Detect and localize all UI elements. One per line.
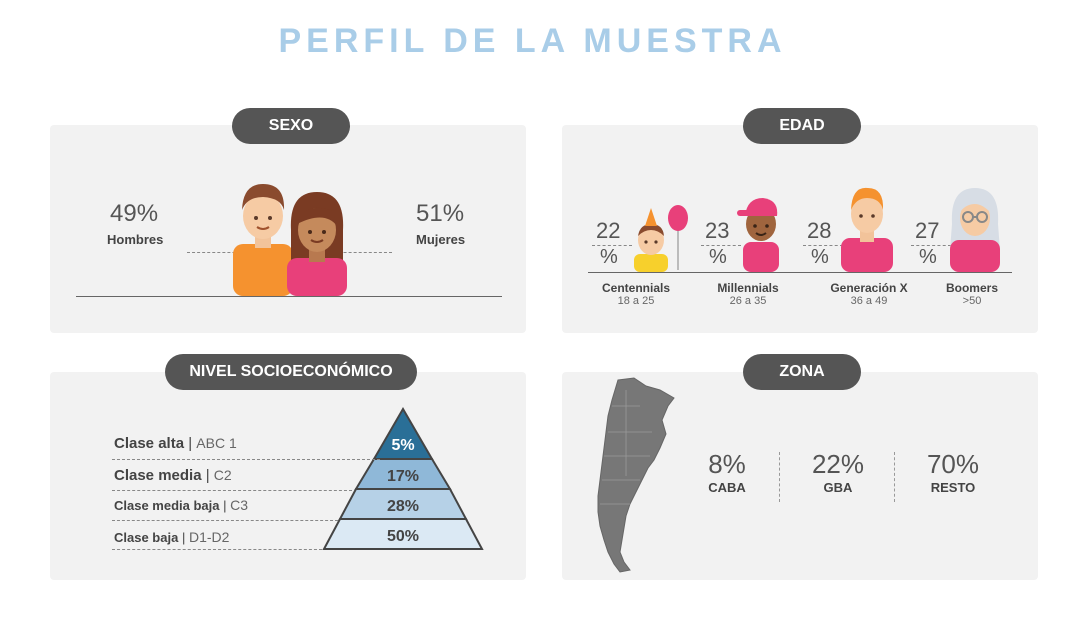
age-group-name: Centennials: [601, 281, 670, 295]
edad-pct-num: 27: [915, 218, 940, 243]
boomer-icon: [950, 188, 1000, 272]
edad-pct-num: 22: [596, 218, 621, 243]
pyramid-pct: 5%: [391, 437, 415, 454]
edad-dash: [701, 245, 741, 246]
age-group-range: >50: [962, 295, 982, 307]
zone-divider: [779, 452, 780, 502]
age-group-range: 36 a 49: [850, 295, 888, 307]
zone-item: 70% RESTO: [908, 449, 998, 495]
ses-class-name: Clase baja: [114, 530, 179, 545]
ses-class-name: Clase alta: [114, 435, 185, 452]
zone-name: GBA: [823, 480, 853, 495]
ses-separator: |: [188, 435, 197, 452]
zona-pill: ZONA: [743, 354, 861, 390]
couple-icon: [233, 184, 347, 296]
sexo-pill: SEXO: [232, 108, 350, 144]
ses-dash: [112, 549, 322, 550]
pyramid-pct: 50%: [386, 528, 420, 545]
sexo-base-line: [76, 296, 502, 297]
ses-class-name: Clase media baja: [114, 498, 220, 513]
age-group-name: Boomers: [945, 281, 998, 295]
ses-row: Clase alta | ABC 1: [114, 435, 237, 452]
ses-dash: [112, 459, 380, 460]
mujeres-label: Mujeres: [416, 232, 466, 247]
age-group-range: 18 a 25: [617, 295, 655, 307]
millennial-icon: [737, 198, 779, 272]
pyramid-level-4: [322, 518, 484, 550]
ses-class-name: Clase media: [114, 467, 202, 484]
ses-class-code: ABC 1: [196, 435, 237, 451]
edad-pill: EDAD: [743, 108, 861, 144]
zone-item: 22% GBA: [793, 449, 883, 495]
age-group-name: Millennials: [717, 281, 779, 295]
ses-row: Clase media baja | C3: [114, 497, 248, 513]
ses-pyramid: [322, 407, 484, 550]
age-group: Centennials 18 a 25: [586, 281, 686, 307]
hombres-label: Hombres: [107, 232, 164, 247]
zone-divider: [894, 452, 895, 502]
mujeres-pct: 51%: [416, 200, 465, 227]
edad-pct-num: 28: [807, 218, 832, 243]
age-group: Boomers >50: [932, 281, 1012, 307]
pyramid-pct: 28%: [386, 498, 420, 515]
zone-pct: 22%: [811, 449, 865, 479]
page-title: PERFIL DE LA MUESTRA: [278, 22, 787, 60]
zone-item: 8% CABA: [682, 449, 772, 495]
ses-separator: |: [223, 498, 231, 513]
sexo-panel: [50, 125, 526, 333]
age-group-name: Generación X: [830, 281, 908, 295]
edad-pct-sym: %: [600, 246, 618, 268]
ses-separator: |: [181, 530, 189, 545]
ses-class-code: C2: [213, 467, 232, 483]
centennial-icon: [634, 205, 688, 272]
edad-dash: [803, 245, 843, 246]
edad-dash: [592, 245, 632, 246]
pyramid-pct: 17%: [386, 468, 420, 485]
edad-pct-sym: %: [919, 246, 937, 268]
ses-dash: [112, 520, 338, 521]
age-group: Generación X 36 a 49: [814, 281, 924, 307]
ses-separator: |: [205, 467, 214, 484]
zone-pct: 8%: [708, 449, 746, 479]
age-group: Millennials 26 a 35: [698, 281, 798, 307]
nse-pill: NIVEL SOCIOECONÓMICO: [165, 354, 417, 390]
age-group-range: 26 a 35: [729, 295, 767, 307]
zone-name: RESTO: [930, 480, 976, 495]
ses-dash: [112, 490, 352, 491]
edad-base-line: [588, 272, 1012, 273]
edad-pct-num: 23: [705, 218, 730, 243]
ses-class-code: D1-D2: [188, 529, 230, 545]
edad-pct-sym: %: [811, 246, 829, 268]
hombres-pct: 49%: [110, 200, 159, 227]
argentina-map-icon: [597, 377, 675, 573]
ses-class-code: C3: [230, 497, 249, 513]
ses-row: Clase baja | D1-D2: [114, 529, 229, 545]
edad-dash: [911, 245, 951, 246]
zone-name: CABA: [708, 480, 746, 495]
ses-row: Clase media | C2: [114, 467, 232, 484]
zone-pct: 70%: [926, 449, 980, 479]
edad-pct-sym: %: [709, 246, 727, 268]
generation-x-icon: [841, 187, 893, 272]
